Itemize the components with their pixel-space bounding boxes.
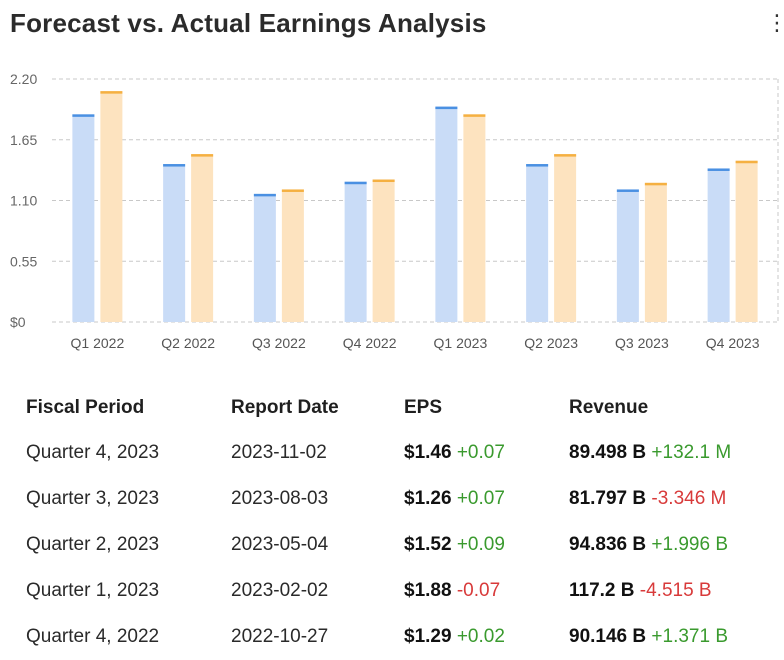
table-row: Quarter 4, 2023 2023-11-02 $1.46 +0.07 89.4… <box>26 430 769 476</box>
table-row: Quarter 2, 2023 2023-05-04 $1.52 +0.09 94.8… <box>26 522 769 568</box>
cell-revenue: 89.498 B +132.1 M <box>569 430 769 476</box>
cell-eps: $1.29 +0.02 <box>404 614 569 660</box>
actual-bar <box>644 182 667 322</box>
eps-change: +0.07 <box>456 488 505 509</box>
forecast-bar <box>616 189 639 322</box>
actual-bar <box>735 160 758 322</box>
cell-report-date: 2022-10-27 <box>231 626 329 647</box>
forecast-bar <box>435 106 458 322</box>
forecast-bar-cap <box>526 164 549 167</box>
cell-report-date: 2023-11-02 <box>231 442 327 463</box>
cell-revenue: 117.2 B -4.515 B <box>569 568 769 614</box>
header-fiscal-period: Fiscal Period <box>26 396 145 418</box>
forecast-bar <box>707 168 730 322</box>
table-row: Quarter 4, 2022 2022-10-27 $1.29 +0.02 90.1… <box>26 614 769 660</box>
x-tick-label: Q3 2023 <box>615 335 669 351</box>
revenue-change: -3.346 M <box>651 488 727 509</box>
revenue-change: +1.371 B <box>651 626 728 647</box>
x-tick-label: Q4 2023 <box>706 335 760 351</box>
actual-bar <box>463 114 486 322</box>
y-tick-label: 1.10 <box>10 193 37 209</box>
actual-bar-cap <box>554 154 577 157</box>
eps-change: +0.07 <box>456 442 505 463</box>
x-tick-label: Q2 2022 <box>161 335 215 351</box>
forecast-bar-cap <box>435 106 458 110</box>
revenue-change: +1.996 B <box>651 534 728 555</box>
y-tick-label: 0.55 <box>10 253 37 269</box>
revenue-change: +132.1 M <box>651 442 732 463</box>
cell-revenue: 94.836 B +1.996 B <box>569 522 769 568</box>
earnings-table: Fiscal Period Report Date EPS Revenue Qu… <box>26 385 769 660</box>
x-tick-label: Q1 2022 <box>71 335 125 351</box>
actual-bar-cap <box>735 160 758 164</box>
actual-bar <box>191 154 214 322</box>
cell-fiscal-period: Quarter 4, 2023 <box>26 442 160 463</box>
actual-bar-cap <box>372 179 395 183</box>
actual-bar-cap <box>100 91 123 94</box>
forecast-bar <box>253 193 276 322</box>
actual-bar-cap <box>281 189 304 192</box>
header-report-date: Report Date <box>231 396 339 418</box>
eps-value: $1.29 <box>404 626 452 647</box>
cell-eps: $1.46 +0.07 <box>404 430 569 476</box>
eps-value: $1.88 <box>404 580 452 601</box>
revenue-change: -4.515 B <box>639 580 712 601</box>
cell-report-date: 2023-05-04 <box>231 534 329 555</box>
forecast-bar <box>72 114 95 322</box>
eps-value: $1.52 <box>404 534 452 555</box>
header-revenue: Revenue <box>569 396 649 418</box>
revenue-value: 94.836 B <box>569 534 647 555</box>
eps-change: -0.07 <box>456 580 501 601</box>
forecast-bar-cap <box>707 168 730 171</box>
x-tick-label: Q4 2022 <box>343 335 397 351</box>
x-tick-label: Q1 2023 <box>434 335 488 351</box>
actual-bar <box>554 154 577 322</box>
forecast-bar-cap <box>72 114 95 117</box>
cell-report-date: 2023-02-02 <box>231 580 329 601</box>
revenue-value: 81.797 B <box>569 488 647 509</box>
forecast-bar <box>526 164 549 322</box>
cell-revenue: 81.797 B -3.346 M <box>569 476 769 522</box>
actual-bar <box>100 91 123 323</box>
cell-report-date: 2023-08-03 <box>231 488 329 509</box>
page-title: Forecast vs. Actual Earnings Analysis <box>10 8 487 38</box>
revenue-value: 117.2 B <box>569 580 635 601</box>
cell-fiscal-period: Quarter 2, 2023 <box>26 534 160 555</box>
eps-value: $1.46 <box>404 442 452 463</box>
forecast-bar-cap <box>616 189 639 192</box>
y-tick-label: $0 <box>10 314 26 330</box>
actual-bar <box>281 189 304 322</box>
forecast-bar <box>163 164 186 322</box>
actual-bar-cap <box>191 154 214 157</box>
earnings-bar-chart: $0 0.55 1.10 1.65 2.20 Q1 2022 Q2 2022 Q3 2022 Q… <box>10 71 779 351</box>
forecast-bar-cap <box>163 164 186 167</box>
eps-change: +0.02 <box>456 626 505 647</box>
more-vertical-icon[interactable]: ⋮ <box>766 10 784 35</box>
cell-revenue: 90.146 B +1.371 B <box>569 614 769 660</box>
cell-fiscal-period: Quarter 3, 2023 <box>26 488 160 509</box>
eps-change: +0.09 <box>456 534 505 555</box>
table-header-row: Fiscal Period Report Date EPS Revenue <box>26 385 769 430</box>
cell-eps: $1.26 +0.07 <box>404 476 569 522</box>
eps-value: $1.26 <box>404 488 452 509</box>
revenue-value: 90.146 B <box>569 626 647 647</box>
forecast-bar-cap <box>344 181 367 185</box>
table-row: Quarter 1, 2023 2023-02-02 $1.88 -0.07 117.… <box>26 568 769 614</box>
actual-bar-cap <box>463 114 486 117</box>
y-tick-label: 2.20 <box>10 71 37 87</box>
actual-bar <box>372 179 395 322</box>
cell-fiscal-period: Quarter 1, 2023 <box>26 580 160 601</box>
x-tick-label: Q2 2023 <box>524 335 578 351</box>
cell-eps: $1.88 -0.07 <box>404 568 569 614</box>
actual-bar-cap <box>644 182 667 186</box>
table-row: Quarter 3, 2023 2023-08-03 $1.26 +0.07 81.7… <box>26 476 769 522</box>
forecast-bar-cap <box>253 193 276 197</box>
forecast-bar <box>344 181 367 322</box>
x-tick-label: Q3 2022 <box>252 335 306 351</box>
y-tick-label: 1.65 <box>10 132 37 148</box>
cell-fiscal-period: Quarter 4, 2022 <box>26 626 160 647</box>
header-eps: EPS <box>404 396 443 418</box>
cell-eps: $1.52 +0.09 <box>404 522 569 568</box>
revenue-value: 89.498 B <box>569 442 647 463</box>
